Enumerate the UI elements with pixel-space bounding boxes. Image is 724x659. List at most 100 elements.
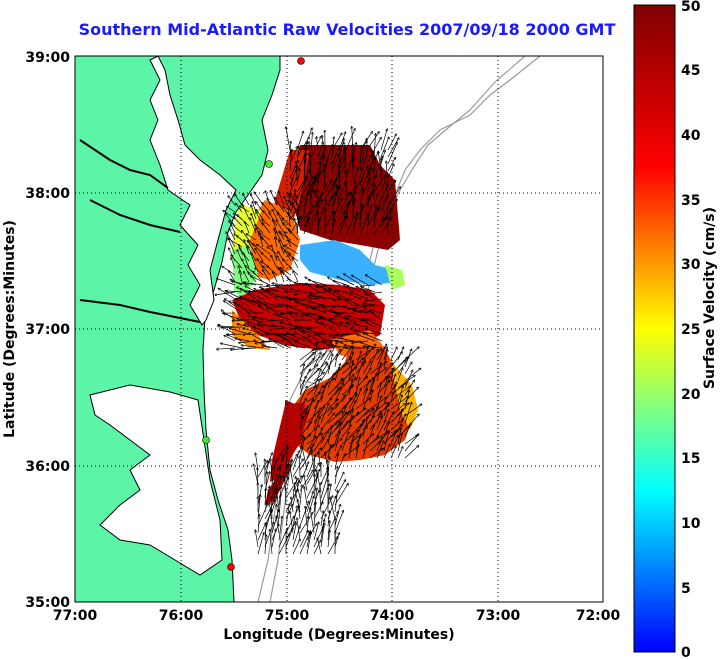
velocity-vector: [239, 271, 243, 283]
y-tick-label: 39:00: [25, 50, 70, 66]
velocity-vector: [286, 127, 291, 151]
velocity-vector: [383, 376, 388, 389]
velocity-vector: [313, 522, 319, 541]
velocity-vector: [271, 529, 276, 548]
velocity-vector: [287, 333, 306, 342]
velocity-vector: [369, 431, 388, 445]
velocity-vector: [320, 342, 332, 361]
velocity-vector: [347, 323, 369, 328]
velocity-vector: [227, 334, 243, 335]
velocity-vector: [245, 283, 264, 286]
velocity-vector: [313, 401, 318, 417]
velocity-vector: [397, 347, 403, 361]
velocity-vector: [245, 286, 257, 293]
velocity-vector: [296, 178, 306, 200]
velocity-vector: [267, 266, 278, 276]
velocity-vector: [371, 150, 375, 165]
velocity-vector: [217, 279, 236, 286]
velocity-vector: [299, 406, 308, 417]
velocity-vector: [251, 253, 257, 269]
velocity-vector: [386, 161, 389, 186]
velocity-vector: [230, 329, 250, 335]
velocity-vector: [267, 199, 278, 213]
velocity-vector: [373, 175, 385, 193]
velocity-vector: [263, 211, 271, 220]
velocity-vector: [376, 441, 384, 459]
velocity-vector: [271, 255, 278, 269]
velocity-vector: [279, 232, 292, 241]
velocity-vector: [301, 312, 320, 315]
velocity-vector: [271, 245, 278, 262]
velocity-vector: [334, 446, 342, 459]
velocity-vector: [275, 198, 285, 213]
velocity-vector: [404, 349, 412, 368]
velocity-vector: [330, 498, 336, 520]
velocity-vector: [334, 383, 344, 396]
velocity-vector: [288, 240, 299, 248]
velocity-vector: [328, 320, 348, 328]
velocity-vector: [313, 428, 323, 445]
velocity-vector: [348, 361, 353, 382]
velocity-vector: [334, 511, 343, 534]
velocity-vector: [369, 390, 373, 403]
velocity-vector: [255, 453, 259, 471]
velocity-vector: [236, 299, 250, 307]
velocity-vector: [383, 350, 388, 368]
velocity-vector: [355, 419, 364, 438]
velocity-vector: [313, 502, 323, 520]
velocity-vector: [264, 486, 269, 513]
velocity-vector: [262, 223, 271, 234]
velocity-vector: [320, 468, 328, 485]
velocity-vector: [314, 333, 334, 335]
velocity-vector: [271, 496, 277, 513]
velocity-vector: [313, 296, 334, 300]
velocity-vector: [327, 439, 342, 452]
velocity-vector: [259, 233, 264, 248]
velocity-vector: [309, 280, 327, 286]
velocity-vector: [320, 386, 325, 403]
velocity-vector: [404, 347, 419, 361]
velocity-vector: [266, 290, 285, 300]
velocity-vector: [257, 504, 268, 527]
velocity-vector: [276, 516, 280, 534]
velocity-vector: [387, 138, 399, 158]
velocity-vector: [288, 213, 299, 227]
velocity-vector: [243, 328, 264, 335]
velocity-vector: [387, 217, 388, 235]
velocity-vector: [306, 354, 324, 368]
velocity-vector: [320, 351, 331, 368]
velocity-vector: [240, 289, 257, 300]
x-axis: 77:00 76:00 75:00 74:00 73:00 72:00: [53, 608, 621, 624]
velocity-vector: [369, 397, 387, 410]
velocity-vector: [355, 388, 361, 403]
colorbar-tick: 50: [681, 0, 701, 15]
velocity-vector: [320, 439, 329, 452]
velocity-vector: [303, 337, 320, 349]
velocity-vector: [228, 196, 236, 206]
velocity-vector: [270, 530, 273, 555]
colorbar-tick: 45: [681, 63, 700, 79]
velocity-vector: [334, 505, 340, 527]
velocity-vector: [324, 197, 333, 214]
velocity-vector: [313, 362, 327, 375]
velocity-vector: [352, 275, 369, 286]
velocity-vector: [285, 232, 292, 248]
velocity-vector: [306, 369, 319, 382]
colorbar-tick: 10: [681, 516, 701, 532]
velocity-vector: [345, 156, 353, 179]
velocity-vector: [232, 282, 250, 286]
velocity-vector: [390, 382, 397, 403]
velocity-vector: [376, 363, 381, 375]
y-axis: 39:00 38:00 37:00 36:00 35:00: [25, 50, 70, 611]
velocity-vector: [258, 306, 271, 314]
velocity-vector: [348, 424, 363, 438]
velocity-vector: [261, 253, 271, 262]
velocity-vector: [297, 518, 301, 541]
velocity-vector: [262, 203, 271, 213]
velocity-vector: [311, 447, 315, 471]
velocity-vector: [327, 421, 339, 431]
velocity-vector: [290, 194, 299, 206]
velocity-vector: [363, 304, 383, 307]
velocity-vector: [262, 220, 271, 227]
velocity-vector: [313, 379, 321, 396]
